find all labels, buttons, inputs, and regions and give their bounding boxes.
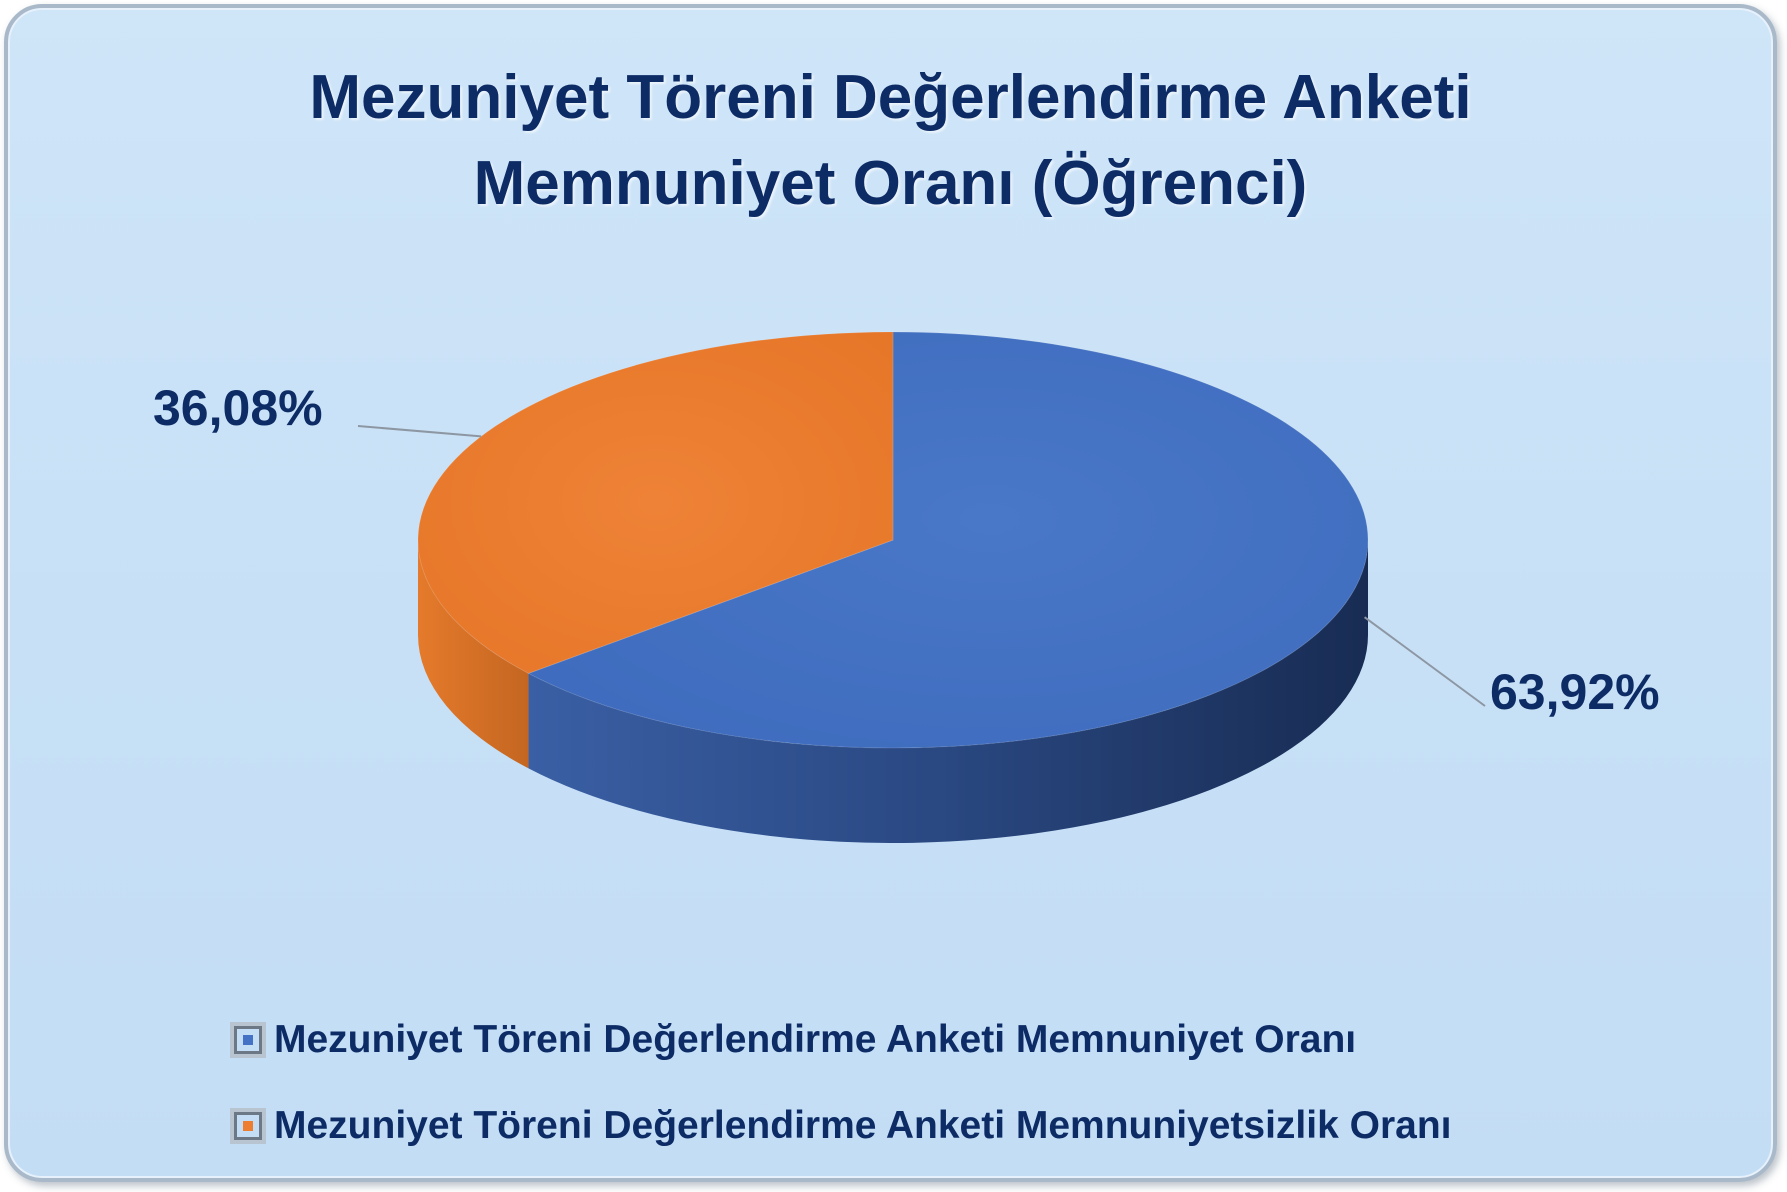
pie-sides [418,540,1368,843]
legend-label-dissatisfaction: Mezuniyet Töreni Değerlendirme Anketi Me… [274,1104,1452,1147]
pie-tops [417,331,1369,749]
legend-item-satisfaction: Mezuniyet Töreni Değerlendirme Anketi Me… [230,1010,1670,1070]
slice-dissatisfaction-top [417,331,894,674]
pie-leader-lines [357,425,1486,707]
chart-title-line-2: Memnuniyet Oranı (Öğrenci) [473,149,1308,218]
legend: Mezuniyet Töreni Değerlendirme Anketi Me… [230,1010,1670,1182]
legend-item-dissatisfaction: Mezuniyet Töreni Değerlendirme Anketi Me… [230,1096,1670,1156]
legend-swatch-orange-icon [230,1108,266,1144]
slice-dissatisfaction-side [418,540,529,769]
legend-swatch-blue-icon [230,1022,266,1058]
legend-label-satisfaction: Mezuniyet Töreni Değerlendirme Anketi Me… [274,1018,1357,1061]
slice-satisfaction-top [527,331,1369,749]
leader-line-1 [357,425,482,438]
slice-satisfaction-side [528,540,1368,843]
chart-frame: Mezuniyet Töreni Değerlendirme Anketi Me… [4,4,1777,1182]
chart-title-line-1: Mezuniyet Töreni Değerlendirme Anketi [309,63,1472,132]
data-label-dissatisfaction: 36,08% [153,380,323,436]
leader-line-0 [1363,616,1486,707]
data-label-satisfaction: 63,92% [1490,664,1660,720]
